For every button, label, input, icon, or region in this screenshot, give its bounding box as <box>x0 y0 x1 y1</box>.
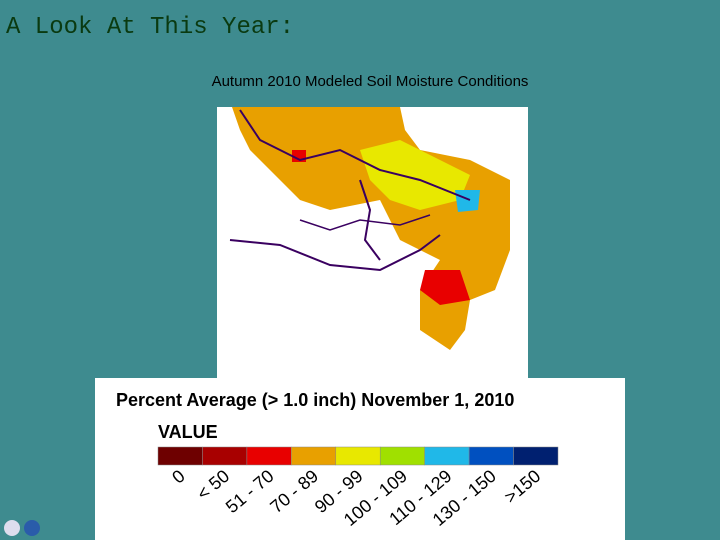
map-title: Autumn 2010 Modeled Soil Moisture Condit… <box>212 73 529 90</box>
legend-swatch <box>468 446 514 466</box>
legend-value-label: VALUE <box>158 422 218 442</box>
legend-swatch <box>202 446 248 466</box>
logo <box>24 520 40 536</box>
legend-title: Percent Average (> 1.0 inch) November 1,… <box>116 390 514 410</box>
map <box>217 107 528 382</box>
legend-swatch <box>157 446 203 466</box>
legend-swatch <box>335 446 381 466</box>
legend-swatch <box>246 446 292 466</box>
slide-title: A Look At This Year: <box>6 14 294 41</box>
legend-swatch <box>513 446 559 466</box>
logo <box>4 520 20 536</box>
legend-swatch <box>291 446 337 466</box>
legend-swatch <box>424 446 470 466</box>
legend-swatch <box>379 446 425 466</box>
